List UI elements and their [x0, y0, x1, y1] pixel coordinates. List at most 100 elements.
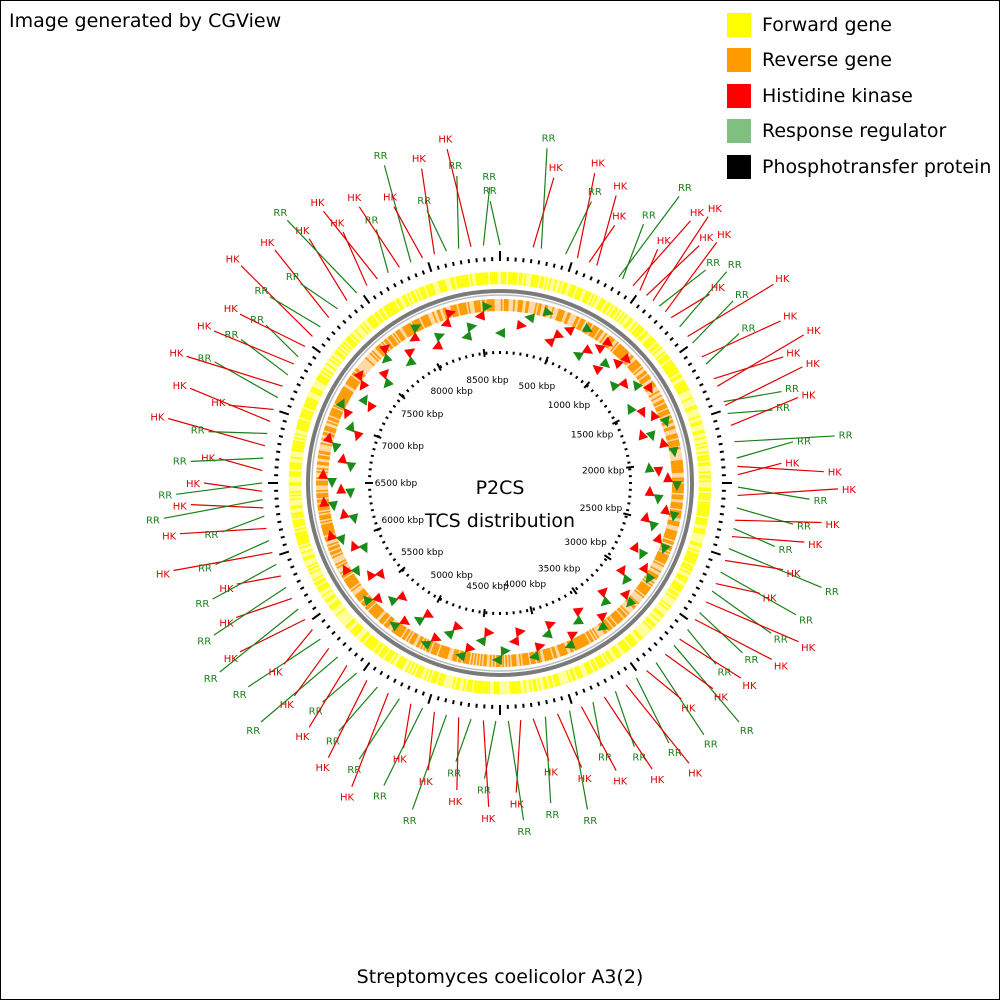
forward-gene-mark	[695, 520, 708, 525]
ruler-major-tick	[625, 465, 635, 469]
reverse-gene-mark	[671, 470, 684, 474]
hk-callout-line	[576, 173, 596, 259]
hk-callout-line	[308, 238, 348, 301]
reverse-gene-mark	[614, 345, 624, 356]
reverse-gene-mark	[341, 388, 353, 397]
forward-gene-mark	[482, 681, 486, 694]
center-title: P2CS	[476, 477, 525, 499]
forward-gene-mark	[312, 574, 324, 582]
ruler-tick	[451, 359, 455, 363]
reverse-gene-mark	[640, 580, 652, 590]
forward-gene-mark	[668, 370, 680, 379]
rr-label: RR	[250, 315, 264, 326]
scale-label: 3000 kbp	[564, 538, 607, 548]
reverse-gene-mark	[376, 345, 386, 356]
legend-item-histidine-kinase: Histidine kinase	[727, 78, 991, 114]
hk-label: HK	[156, 569, 171, 580]
ruler-tick	[617, 428, 621, 432]
scale-label: 8500 kbp	[466, 376, 509, 386]
outer-tick	[348, 647, 353, 652]
reverse-gene-mark	[670, 459, 683, 463]
reverse-gene-mark	[591, 627, 600, 639]
reverse-gene-mark	[411, 633, 419, 646]
forward-gene-mark	[328, 358, 340, 367]
forward-gene-mark	[442, 279, 448, 292]
reverse-gene-mark	[383, 339, 393, 350]
forward-gene-mark	[697, 506, 710, 510]
forward-gene-mark	[516, 681, 520, 694]
reverse-gene-mark	[317, 455, 331, 459]
forward-gene-mark	[293, 523, 306, 528]
forward-gene-mark	[570, 668, 577, 681]
rr-label: RR	[704, 739, 718, 750]
forward-gene-mark	[359, 631, 369, 642]
hk-marker	[396, 590, 408, 602]
forward-gene-mark	[606, 304, 615, 316]
reverse-gene-mark	[345, 382, 357, 390]
reverse-gene-mark	[670, 461, 683, 465]
rr-label: RR	[583, 816, 597, 827]
forward-gene-mark	[659, 356, 671, 366]
forward-gene-mark	[686, 551, 698, 558]
outer-tick	[669, 336, 674, 342]
forward-gene-mark	[469, 679, 474, 693]
rr-marker	[661, 542, 671, 554]
reverse-gene-mark	[431, 311, 438, 324]
forward-gene-mark	[297, 422, 310, 428]
reverse-gene-mark	[337, 395, 349, 403]
forward-gene-mark	[538, 276, 543, 289]
reverse-gene-mark	[550, 646, 557, 659]
rr-marker	[542, 306, 554, 317]
hk-callout-line	[670, 293, 710, 319]
forward-gene-mark	[530, 274, 534, 287]
reverse-gene-mark	[571, 315, 579, 328]
hk-marker	[596, 612, 608, 623]
forward-gene-mark	[299, 543, 311, 549]
reverse-gene-mark	[657, 550, 670, 558]
forward-gene-mark	[696, 509, 710, 514]
forward-gene-mark	[689, 542, 702, 548]
forward-gene-mark	[441, 674, 446, 687]
outer-tick	[718, 520, 723, 524]
reverse-gene-mark	[433, 643, 440, 656]
rr-marker	[668, 446, 679, 458]
reverse-gene-mark	[563, 312, 570, 324]
outer-tick	[719, 512, 724, 516]
ruler-tick	[575, 375, 579, 380]
rr-label: RR	[814, 496, 828, 507]
hk-label: HK	[260, 238, 275, 249]
scale-label: 8000 kbp	[430, 387, 473, 397]
reverse-gene-mark	[331, 407, 344, 414]
rr-marker	[581, 322, 593, 333]
outer-tick	[287, 557, 292, 562]
reverse-gene-mark	[345, 576, 357, 584]
reverse-gene-mark	[321, 525, 334, 530]
outer-tick	[279, 550, 290, 556]
outer-tick	[582, 688, 586, 693]
rr-marker	[626, 596, 637, 608]
forward-gene-mark	[299, 415, 312, 421]
reverse-gene-mark	[322, 529, 335, 535]
forward-gene-mark	[692, 530, 705, 535]
ruler-tick	[421, 375, 425, 380]
ruler-tick	[374, 521, 378, 525]
rr-marker	[639, 548, 649, 560]
outer-tick	[321, 343, 326, 348]
ruler-tick	[370, 508, 375, 512]
reverse-gene-mark	[439, 645, 445, 658]
ruler-major-tick	[603, 554, 612, 561]
rr-marker	[609, 380, 621, 392]
ruler-tick	[620, 528, 624, 532]
reverse-gene-mark	[664, 532, 677, 538]
forward-gene-mark	[392, 300, 400, 312]
outer-tick	[629, 294, 638, 304]
reverse-gene-mark	[670, 503, 683, 507]
ruler-major-tick	[611, 419, 620, 425]
hk-marker	[327, 529, 337, 541]
rr-marker	[348, 513, 359, 525]
reverse-gene-mark	[578, 319, 586, 331]
feature-callouts: RRHKRRRRHKHKHKRRRRHKHKHKHKRRHKHKRRHKRRHK…	[146, 133, 856, 838]
ruler-tick	[585, 384, 590, 388]
reverse-gene-mark	[642, 578, 653, 587]
rr-marker	[572, 351, 585, 362]
